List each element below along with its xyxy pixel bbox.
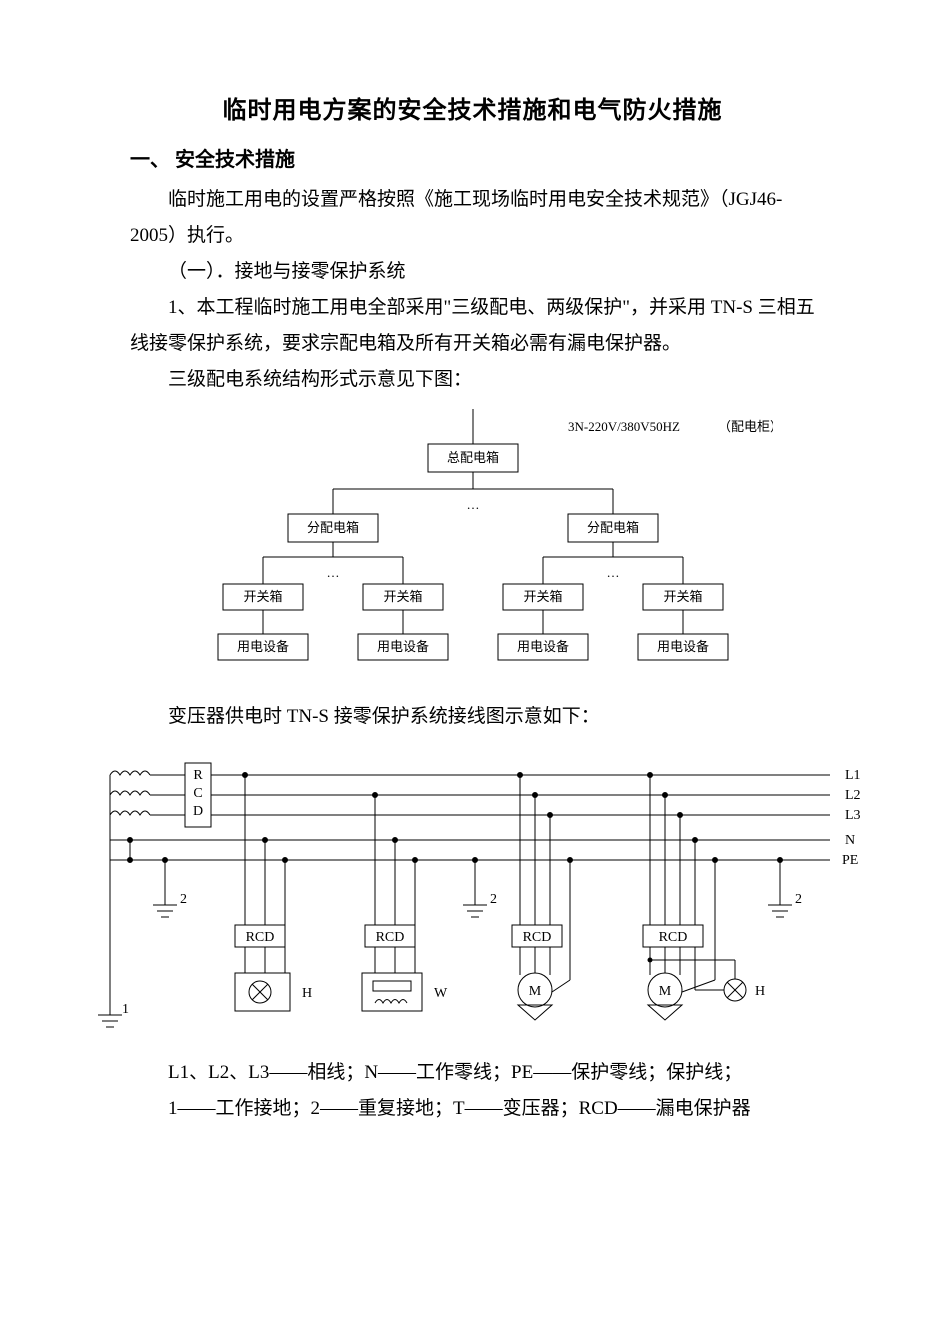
ground-icon [768, 905, 792, 917]
equipment-label: 用电设备 [236, 639, 288, 654]
legend-paragraph: 1——工作接地；2——重复接地；T——变压器；RCD——漏电保护器 [130, 1091, 815, 1127]
ground-label: 2 [490, 892, 497, 907]
rcd-label: RCD [659, 930, 688, 945]
load-label: H [755, 984, 765, 999]
ground-label: 2 [180, 892, 187, 907]
ellipsis: … [326, 565, 339, 580]
equipment-label: 用电设备 [376, 639, 428, 654]
transformer-icon [110, 771, 150, 840]
ground-icon [153, 905, 177, 917]
paragraph: 三级配电系统结构形式示意见下图： [130, 362, 815, 398]
branch-welder: RCD W [362, 792, 448, 1011]
ground-label: 1 [122, 1002, 129, 1017]
rcd-label: RCD [246, 930, 275, 945]
root-box-label: 总配电箱 [446, 450, 498, 465]
rcd-letter: C [193, 786, 202, 801]
paragraph: 变压器供电时 TN-S 接零保护系统接线图示意如下： [130, 699, 815, 735]
motor-label: M [659, 984, 672, 999]
section-heading: 一、 安全技术措施 [130, 143, 815, 172]
rcd-letter: R [193, 768, 203, 783]
rcd-letter: D [193, 804, 203, 819]
paragraph: 临时施工用电的设置严格按照《施工现场临时用电安全技术规范》（JGJ46-2005… [130, 182, 815, 254]
legend-paragraph: L1、L2、L3——相线；N——工作零线；PE——保护零线；保护线； [130, 1055, 815, 1091]
paragraph: 1、本工程临时施工用电全部采用"三级配电、两级保护"，并采用 TN-S 三相五线… [130, 290, 815, 362]
branch-motor-3p: RCD M [512, 772, 573, 1020]
equipment-label: 用电设备 [656, 639, 708, 654]
rail-label: L3 [845, 808, 860, 823]
rail-label: N [845, 833, 855, 848]
tns-wiring-diagram: R C D L1 L2 L3 N PE [90, 745, 860, 1045]
load-label: H [302, 986, 312, 1001]
switch-box-label: 开关箱 [383, 589, 422, 604]
ground-icon [463, 905, 487, 917]
rail-label: PE [842, 853, 858, 868]
ellipsis: … [606, 565, 619, 580]
equipment-label: 用电设备 [516, 639, 568, 654]
dist-box-label: 分配电箱 [306, 520, 358, 535]
paragraph: （一）．接地与接零保护系统 [130, 254, 815, 290]
cabinet-label: （配电柜） [718, 419, 773, 434]
switch-box-label: 开关箱 [523, 589, 562, 604]
dist-box-label: 分配电箱 [586, 520, 638, 535]
ground-icon [98, 1015, 122, 1027]
switch-box-label: 开关箱 [663, 589, 702, 604]
branch-motor-lamp: RCD M H [643, 772, 765, 1020]
distribution-tree-diagram: 3N-220V/380V50HZ （配电柜） 总配电箱 … 分配电箱 分配电箱 … [173, 409, 773, 689]
load-label: W [434, 986, 448, 1001]
rail-label: L1 [845, 768, 860, 783]
document-page: 临时用电方案的安全技术措施和电气防火措施 一、 安全技术措施 临时施工用电的设置… [0, 0, 945, 1337]
branch-lamp: RCD H [235, 772, 312, 1011]
power-spec-label: 3N-220V/380V50HZ [568, 419, 680, 434]
page-title: 临时用电方案的安全技术措施和电气防火措施 [130, 90, 815, 125]
rcd-label: RCD [523, 930, 552, 945]
rcd-label: RCD [376, 930, 405, 945]
motor-label: M [529, 984, 542, 999]
ellipsis: … [466, 497, 479, 512]
rail-label: L2 [845, 788, 860, 803]
switch-box-label: 开关箱 [243, 589, 282, 604]
ground-label: 2 [795, 892, 802, 907]
